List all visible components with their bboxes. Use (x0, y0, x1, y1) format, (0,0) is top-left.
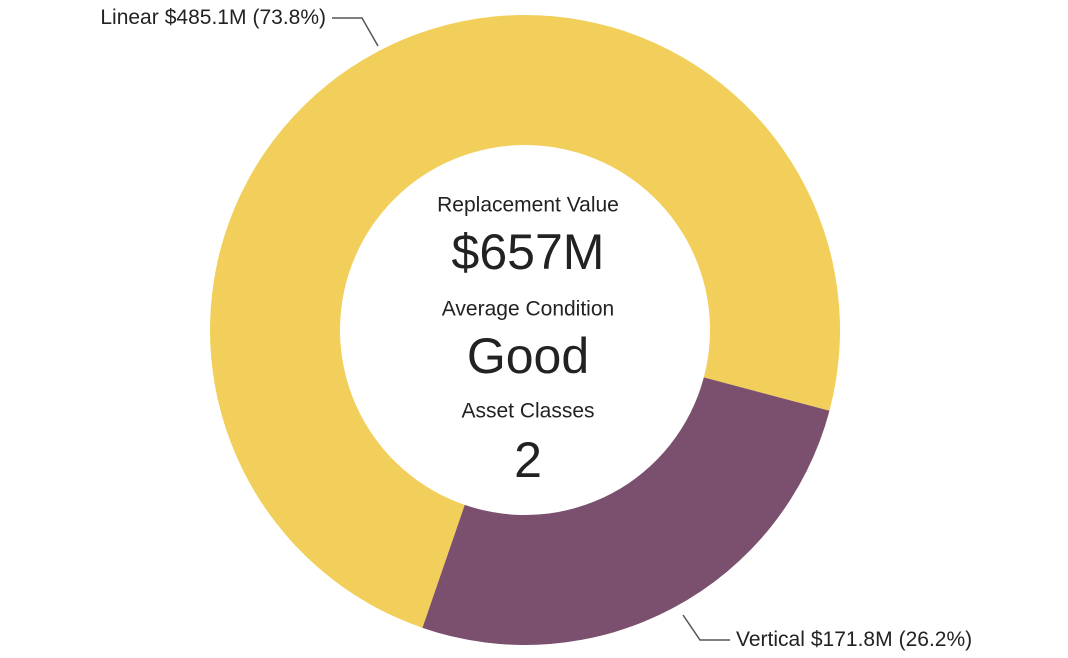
slice-label: Linear $485.1M (73.8%) (100, 6, 326, 29)
slice-percent: (26.2%) (899, 628, 973, 651)
summary-label: Average Condition (442, 298, 614, 321)
center-summary: Replacement Value $657M Average Condition G… (437, 194, 619, 489)
donut-slice (422, 377, 830, 645)
slice-name: Vertical (736, 628, 805, 651)
slice-name: Linear (100, 6, 158, 29)
donut-slice (209, 15, 841, 628)
leader-line (682, 614, 730, 641)
labels: Linear $485.1M (73.8%) Vertical $171.8M (26.2… (100, 6, 972, 651)
leader-line (332, 17, 379, 47)
summary-label: Replacement Value (437, 194, 619, 217)
slices (209, 15, 841, 645)
summary-label: Asset Classes (461, 400, 594, 423)
slice-percent: (73.8%) (252, 6, 326, 29)
summary-value: Good (467, 328, 589, 384)
slice-value: $485.1M (165, 6, 247, 29)
slice-value: $171.8M (811, 628, 893, 651)
summary-value: $657M (452, 224, 605, 280)
slice-label: Vertical $171.8M (26.2%) (736, 628, 972, 651)
summary-value: 2 (514, 432, 542, 488)
